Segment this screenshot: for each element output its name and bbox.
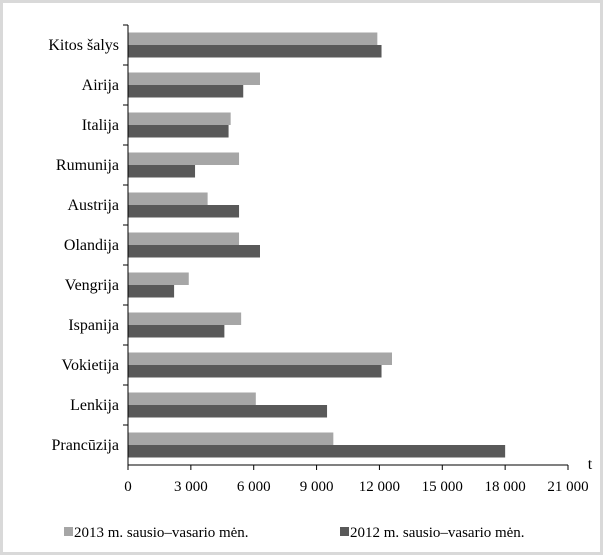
x-tick-label: 6 000 bbox=[237, 479, 271, 495]
bar-2012-1 bbox=[128, 85, 244, 98]
bar-2013-5 bbox=[128, 232, 240, 245]
bar-2013-3 bbox=[128, 152, 240, 165]
bar-2012-0 bbox=[128, 45, 382, 58]
bar-2012-7 bbox=[128, 325, 225, 338]
category-label: Prancūzija bbox=[51, 437, 119, 454]
bar-2013-6 bbox=[128, 272, 189, 285]
category-label: Olandija bbox=[64, 237, 119, 254]
x-tick-label: 0 bbox=[124, 479, 132, 495]
bar-2013-7 bbox=[128, 312, 242, 325]
bar-2012-8 bbox=[128, 365, 382, 378]
category-label: Rumunija bbox=[56, 157, 119, 174]
bars-group bbox=[128, 32, 506, 458]
category-label: Lenkija bbox=[70, 397, 119, 414]
bar-2012-10 bbox=[128, 445, 506, 458]
bar-2013-10 bbox=[128, 432, 334, 445]
bar-2013-0 bbox=[128, 32, 378, 45]
bar-2013-8 bbox=[128, 352, 392, 365]
bar-2012-5 bbox=[128, 245, 260, 258]
legend-label-2012: 2012 m. sausio–vasario mėn. bbox=[350, 525, 525, 541]
category-label: Airija bbox=[82, 77, 119, 94]
x-ticks: 0 3 000 6 000 9 000 12 000 15 000 18 000 21 000 bbox=[124, 465, 589, 495]
category-label: Italija bbox=[82, 117, 119, 134]
bar-2013-9 bbox=[128, 392, 256, 405]
bar-2013-1 bbox=[128, 72, 260, 85]
bar-2012-2 bbox=[128, 125, 229, 138]
x-axis-unit-label: t bbox=[588, 456, 593, 473]
x-tick-label: 15 000 bbox=[422, 479, 463, 495]
bar-2012-9 bbox=[128, 405, 328, 418]
category-label: Kitos šalys bbox=[48, 37, 119, 54]
x-tick-label: 18 000 bbox=[485, 479, 526, 495]
bar-2012-3 bbox=[128, 165, 196, 178]
category-labels: Kitos šalys Airija Italija Rumunija Austrija… bbox=[48, 24, 128, 454]
x-tick-label: 21 000 bbox=[547, 479, 588, 495]
category-label: Vokietija bbox=[62, 357, 119, 374]
category-label: Ispanija bbox=[68, 317, 119, 334]
bar-2013-4 bbox=[128, 192, 208, 205]
x-tick-label: 3 000 bbox=[174, 479, 208, 495]
category-label: Austrija bbox=[67, 197, 119, 214]
bar-2013-2 bbox=[128, 112, 231, 125]
legend-swatch-2013 bbox=[64, 527, 73, 536]
category-label: Vengrija bbox=[65, 277, 119, 294]
legend-swatch-2012 bbox=[340, 527, 349, 536]
x-tick-label: 9 000 bbox=[300, 479, 334, 495]
bar-2012-4 bbox=[128, 205, 240, 218]
bar-2012-6 bbox=[128, 285, 175, 298]
x-tick-label: 12 000 bbox=[359, 479, 400, 495]
legend: 2013 m. sausio–vasario mėn. 2012 m. saus… bbox=[64, 525, 525, 541]
legend-label-2013: 2013 m. sausio–vasario mėn. bbox=[74, 525, 249, 541]
